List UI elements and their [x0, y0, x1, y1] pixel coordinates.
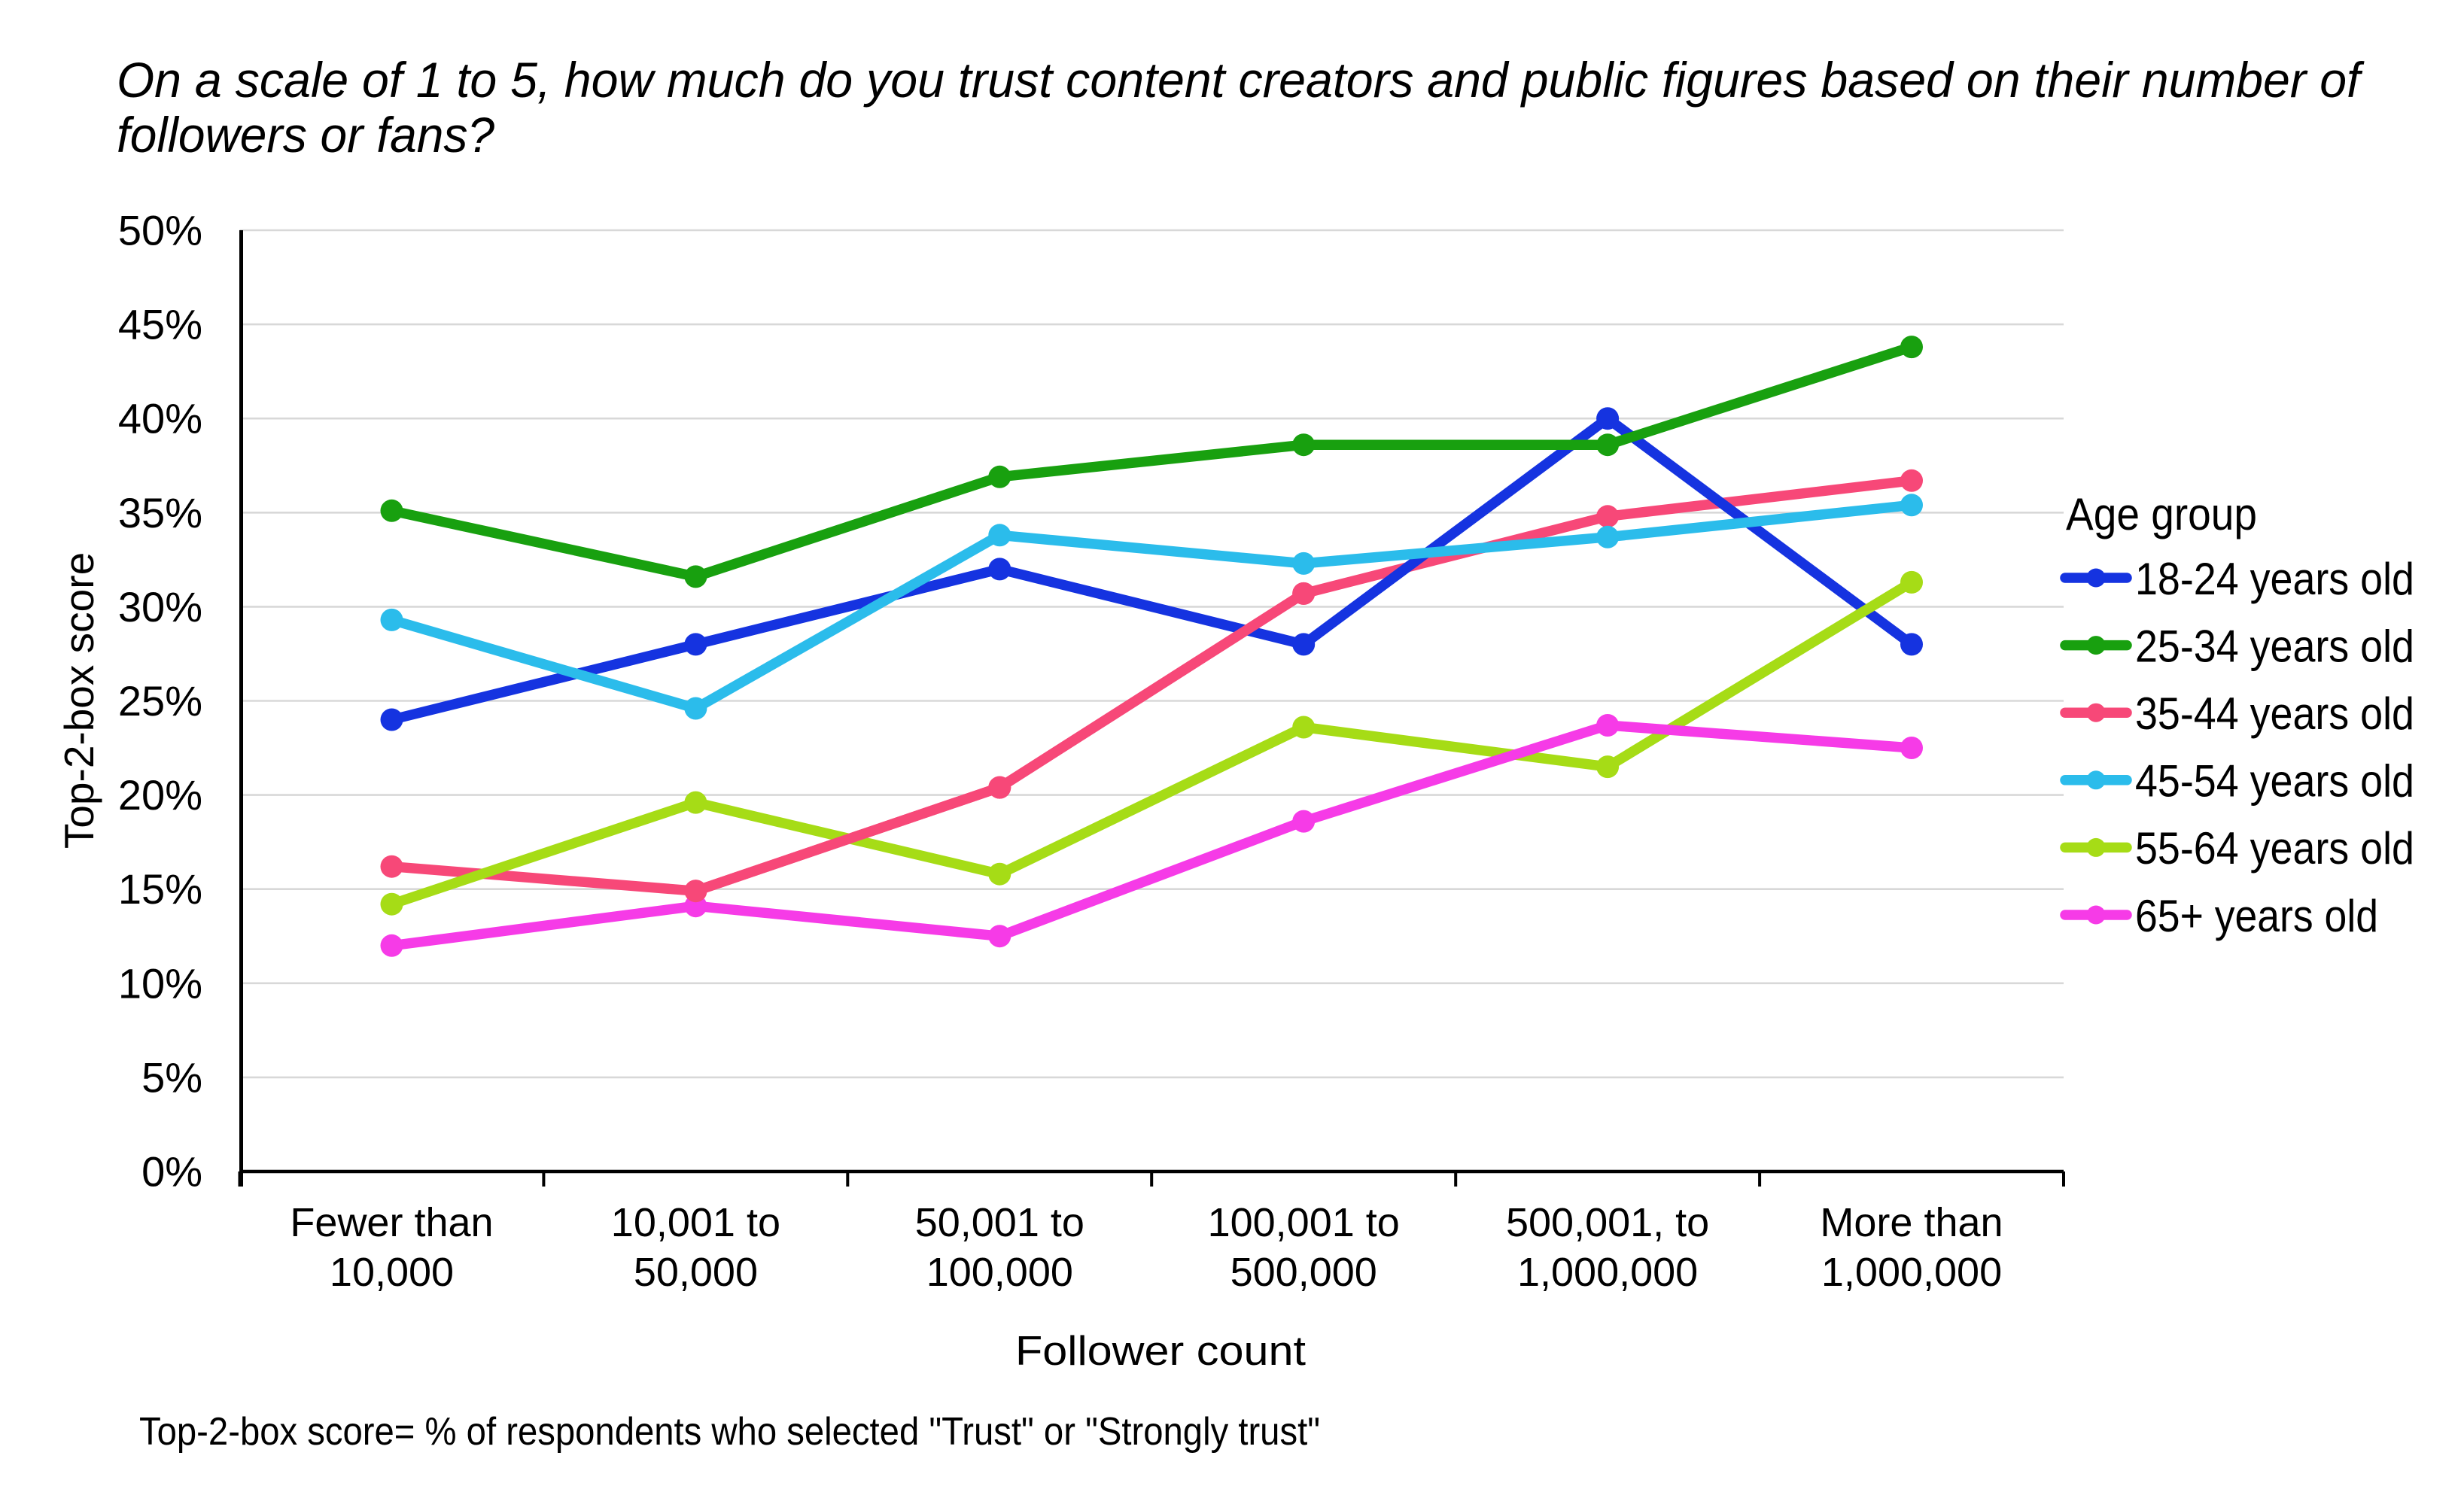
svg-text:55-64 years old: 55-64 years old [2135, 823, 2414, 874]
svg-text:10,001 to: 10,001 to [611, 1200, 780, 1245]
svg-text:More than: More than [1820, 1200, 2003, 1245]
svg-text:45-54 years old: 45-54 years old [2135, 756, 2414, 807]
svg-text:500,000: 500,000 [1230, 1250, 1377, 1295]
svg-text:30%: 30% [118, 583, 202, 631]
svg-text:followers or fans?: followers or fans? [117, 107, 494, 163]
svg-text:5%: 5% [141, 1053, 202, 1101]
svg-text:100,001 to: 100,001 to [1208, 1200, 1400, 1245]
svg-text:Age group: Age group [2066, 489, 2257, 539]
svg-text:1,000,000: 1,000,000 [1517, 1250, 1698, 1295]
svg-text:65+ years old: 65+ years old [2135, 891, 2378, 941]
svg-text:15%: 15% [118, 865, 202, 913]
svg-text:1,000,000: 1,000,000 [1821, 1250, 2002, 1295]
svg-text:100,000: 100,000 [926, 1250, 1073, 1295]
svg-text:500,001, to: 500,001, to [1506, 1200, 1709, 1245]
svg-text:35%: 35% [118, 489, 202, 536]
svg-text:35-44 years old: 35-44 years old [2135, 688, 2414, 739]
svg-text:45%: 45% [118, 301, 202, 348]
svg-text:On a scale of 1 to 5, how much: On a scale of 1 to 5, how much do you tr… [117, 52, 2365, 108]
svg-text:10%: 10% [118, 959, 202, 1007]
svg-text:0%: 0% [141, 1148, 202, 1196]
svg-text:10,000: 10,000 [330, 1250, 454, 1295]
svg-text:Follower count: Follower count [1015, 1327, 1306, 1374]
svg-text:50,000: 50,000 [634, 1250, 758, 1295]
svg-text:25-34 years old: 25-34 years old [2135, 621, 2414, 671]
svg-text:40%: 40% [118, 395, 202, 442]
svg-text:Fewer than: Fewer than [290, 1200, 493, 1245]
svg-text:20%: 20% [118, 771, 202, 819]
svg-text:50,001 to: 50,001 to [915, 1200, 1084, 1245]
svg-text:18-24 years old: 18-24 years old [2135, 554, 2414, 604]
svg-text:Top-2-box score= % of responde: Top-2-box score= % of respondents who se… [139, 1410, 1320, 1454]
svg-text:50%: 50% [118, 207, 202, 254]
svg-text:Top-2-box score: Top-2-box score [56, 552, 102, 849]
svg-text:25%: 25% [118, 677, 202, 725]
